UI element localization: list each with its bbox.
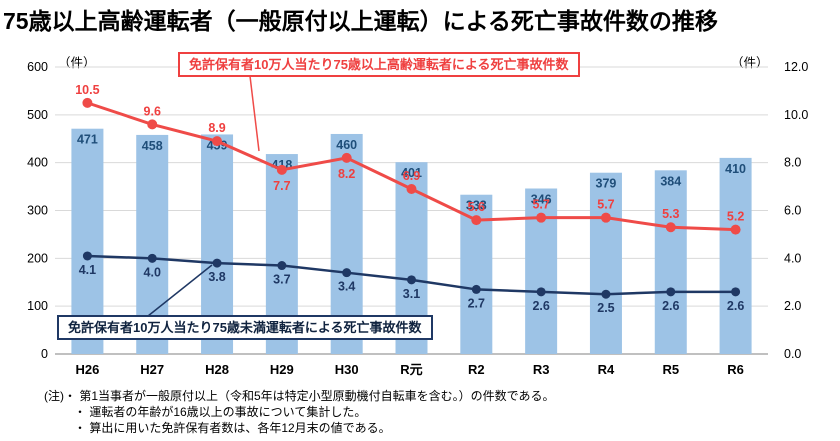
x-axis-tick-label: H30 [335,362,359,377]
x-axis-tick-label: H29 [270,362,294,377]
y-axis-right-tick: 10.0 [784,108,808,122]
marker-75-plus [471,215,482,226]
line-value-label-under-75: 3.8 [208,270,225,284]
y-axis-left-tick: 200 [27,251,48,265]
bar-value-label: 384 [660,174,681,188]
x-axis-tick-label: R4 [598,362,615,377]
y-axis-right-tick: 0.0 [784,347,801,361]
line-value-label-under-75: 2.6 [532,299,549,313]
x-axis-tick-label: H26 [75,362,99,377]
x-axis-tick-label: R2 [468,362,485,377]
bar-value-label: 333 [466,199,487,213]
x-axis-tick-label: R5 [662,362,679,377]
marker-under-75 [601,289,611,299]
marker-under-75 [212,258,222,268]
y-axis-right-tick: 12.0 [784,60,808,74]
x-axis-tick-label: R3 [533,362,550,377]
line-value-label-75-plus: 5.7 [597,198,614,212]
marker-75-plus [82,97,93,108]
marker-under-75 [277,261,287,271]
marker-75-plus [600,212,611,223]
bar-value-label: 460 [336,138,357,152]
footnote-line: (注)・ 第1当事者が一般原付以上（令和5年は特定小型原動機付自転車を含む。）の… [44,389,555,403]
callout-75-plus-rate: 免許保有者10万人当たり75歳以上高齢運転者による死亡事故件数 [178,52,580,77]
line-value-label-75-plus: 5.3 [662,207,679,221]
bar [589,172,622,354]
marker-under-75 [342,268,352,278]
marker-under-75 [147,253,157,263]
y-axis-left-tick: 600 [27,60,48,74]
footnote-line: ・ 運転者の年齢が16歳以上の事故について集計した。 [74,405,367,419]
marker-75-plus [730,224,741,235]
line-value-label-75-plus: 8.9 [208,121,225,135]
x-axis-tick-label: R元 [400,362,422,377]
y-axis-left-tick: 0 [41,347,48,361]
bar [719,157,752,354]
marker-under-75 [536,287,546,297]
marker-75-plus [276,164,287,175]
marker-75-plus [536,212,547,223]
marker-under-75 [731,287,741,297]
footnote-line: ・ 算出に用いた免許保有者数は、各年12月末の値である。 [74,421,391,435]
line-value-label-75-plus: 9.6 [144,104,161,118]
bar-value-label: 346 [531,192,552,206]
marker-under-75 [82,251,92,261]
marker-75-plus [665,222,676,233]
callout-under-75-rate: 免許保有者10万人当たり75歳未満運転者による死亡事故件数 [57,315,433,340]
y-axis-left-tick: 300 [27,204,48,218]
bar-value-label: 471 [77,133,98,147]
line-value-label-under-75: 4.0 [144,265,161,279]
bar-value-label: 410 [725,162,746,176]
marker-75-plus [406,183,417,194]
x-axis-tick-label: H27 [140,362,164,377]
marker-75-plus [147,119,158,130]
callout-leader-navy [147,264,213,317]
y-axis-left-tick: 500 [27,108,48,122]
page-title: 75歳以上高齢運転者（一般原付以上運転）による死亡事故件数の推移 [3,8,718,34]
line-value-label-under-75: 2.6 [727,299,744,313]
line-value-label-under-75: 3.1 [403,287,420,301]
x-axis-tick-label: H28 [205,362,229,377]
line-value-label-75-plus: 6.9 [403,169,420,183]
bar-value-label: 379 [596,177,617,191]
line-value-label-under-75: 2.6 [662,299,679,313]
line-value-label-under-75: 3.4 [338,280,355,294]
marker-75-plus [212,136,223,147]
line-value-label-under-75: 3.7 [273,273,290,287]
y-axis-right-tick: 8.0 [784,156,801,170]
line-value-label-under-75: 2.5 [597,301,614,315]
y-axis-right-tick: 2.0 [784,299,801,313]
marker-75-plus [341,152,352,163]
callout-leader-red [249,75,260,152]
line-value-label-75-plus: 5.7 [532,198,549,212]
bar-value-label: 458 [142,139,163,153]
bar [654,170,687,354]
footnotes: (注)・ 第1当事者が一般原付以上（令和5年は特定小型原動機付自転車を含む。）の… [44,388,555,436]
line-value-label-under-75: 2.7 [468,296,485,310]
line-value-label-75-plus: 5.2 [727,210,744,224]
x-axis-tick-label: R6 [727,362,744,377]
marker-under-75 [666,287,676,297]
marker-under-75 [471,284,481,294]
marker-under-75 [407,275,416,285]
line-value-label-75-plus: 10.5 [75,83,99,97]
y-axis-left-tick: 400 [27,156,48,170]
line-value-label-under-75: 4.1 [79,263,96,277]
y-axis-left-tick: 100 [27,299,48,313]
y-axis-right-tick: 6.0 [784,204,801,218]
line-value-label-75-plus: 8.2 [338,167,355,181]
line-value-label-75-plus: 5.6 [468,200,485,214]
y-axis-right-tick: 4.0 [784,251,801,265]
line-value-label-75-plus: 7.7 [273,179,290,193]
bar-value-label: 401 [401,166,422,180]
